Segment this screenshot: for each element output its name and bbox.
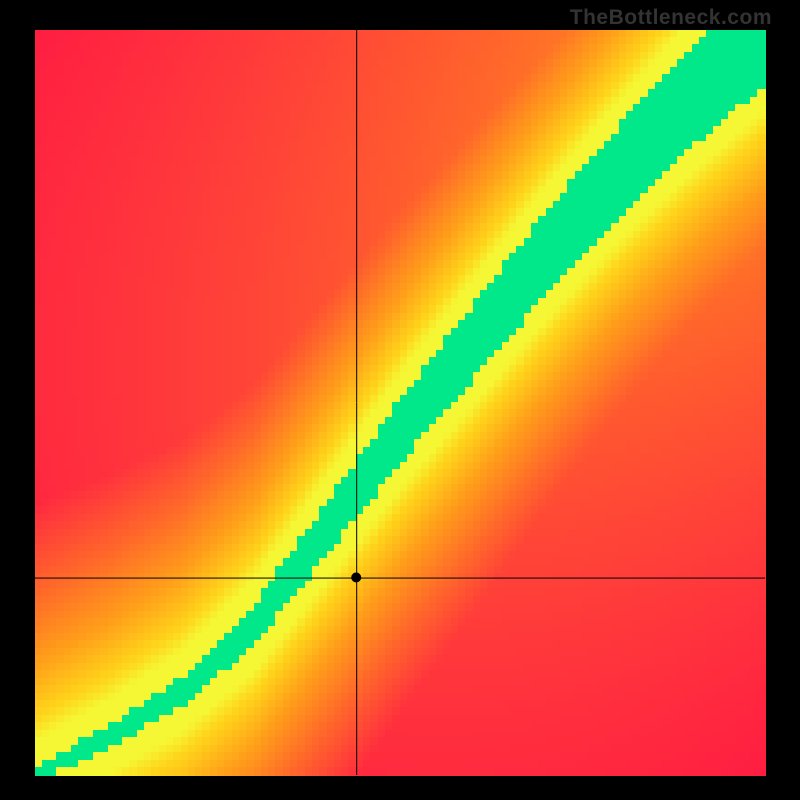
watermark-text: TheBottleneck.com <box>570 6 772 30</box>
bottleneck-heatmap <box>0 0 800 800</box>
